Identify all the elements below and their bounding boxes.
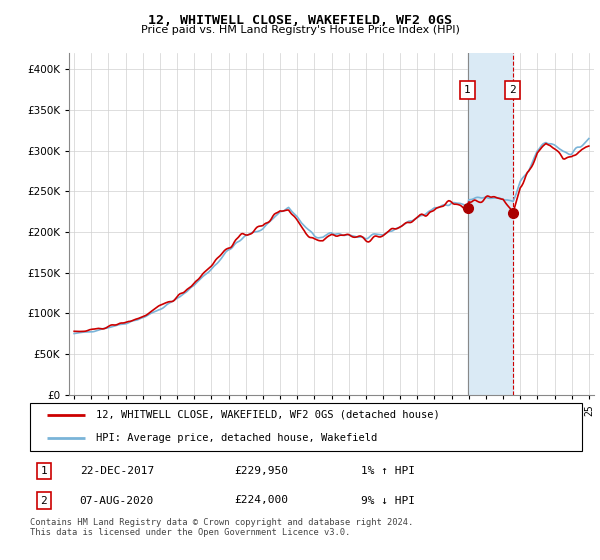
Text: £229,950: £229,950 (234, 466, 288, 476)
Text: 22-DEC-2017: 22-DEC-2017 (80, 466, 154, 476)
Text: 2: 2 (509, 85, 516, 95)
Text: 1: 1 (464, 85, 471, 95)
Text: Price paid vs. HM Land Registry's House Price Index (HPI): Price paid vs. HM Land Registry's House … (140, 25, 460, 35)
Text: 1: 1 (40, 466, 47, 476)
Text: £224,000: £224,000 (234, 496, 288, 506)
Text: 1% ↑ HPI: 1% ↑ HPI (361, 466, 415, 476)
Bar (468, 53, 513, 395)
Text: 12, WHITWELL CLOSE, WAKEFIELD, WF2 0GS: 12, WHITWELL CLOSE, WAKEFIELD, WF2 0GS (148, 14, 452, 27)
Text: 07-AUG-2020: 07-AUG-2020 (80, 496, 154, 506)
Text: 9% ↓ HPI: 9% ↓ HPI (361, 496, 415, 506)
Text: 2: 2 (40, 496, 47, 506)
Text: Contains HM Land Registry data © Crown copyright and database right 2024.
This d: Contains HM Land Registry data © Crown c… (30, 518, 413, 538)
Text: 12, WHITWELL CLOSE, WAKEFIELD, WF2 0GS (detached house): 12, WHITWELL CLOSE, WAKEFIELD, WF2 0GS (… (96, 409, 440, 419)
Text: HPI: Average price, detached house, Wakefield: HPI: Average price, detached house, Wake… (96, 433, 377, 444)
